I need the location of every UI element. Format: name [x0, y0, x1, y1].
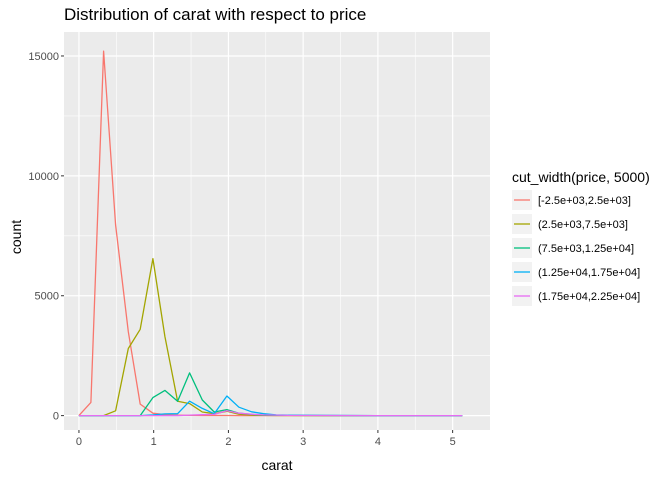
- chart-title: Distribution of carat with respect to pr…: [64, 5, 366, 24]
- legend: cut_width(price, 5000) [-2.5e+03,2.5e+03…: [512, 169, 650, 306]
- x-tick-label: 0: [76, 436, 82, 448]
- x-tick-label: 1: [151, 436, 157, 448]
- legend-label: (1.25e+04,1.75e+04]: [538, 267, 640, 279]
- x-axis-title: carat: [261, 457, 292, 473]
- legend-label: (2.5e+03,7.5e+03]: [538, 219, 628, 231]
- x-tick-label: 4: [375, 436, 381, 448]
- legend-label: (1.75e+04,2.25e+04]: [538, 291, 640, 303]
- x-tick-label: 5: [450, 436, 456, 448]
- grid: [64, 32, 490, 430]
- ticks: 0 1 2 3 4 5 0 5000 10000 15000: [28, 51, 455, 448]
- legend-label: (7.5e+03,1.25e+04]: [538, 243, 634, 255]
- y-tick-label: 10000: [28, 171, 59, 183]
- series-lines: [78, 50, 463, 417]
- legend-title: cut_width(price, 5000): [512, 169, 650, 185]
- y-tick-label: 0: [53, 411, 59, 423]
- plot-panel: [64, 32, 490, 430]
- x-tick-label: 2: [225, 436, 231, 448]
- legend-label: [-2.5e+03,2.5e+03]: [538, 195, 631, 207]
- y-tick-label: 15000: [28, 51, 59, 63]
- x-tick-label: 3: [300, 436, 306, 448]
- y-axis-title: count: [8, 220, 24, 254]
- y-tick-label: 5000: [35, 291, 59, 303]
- series-line: [78, 410, 463, 417]
